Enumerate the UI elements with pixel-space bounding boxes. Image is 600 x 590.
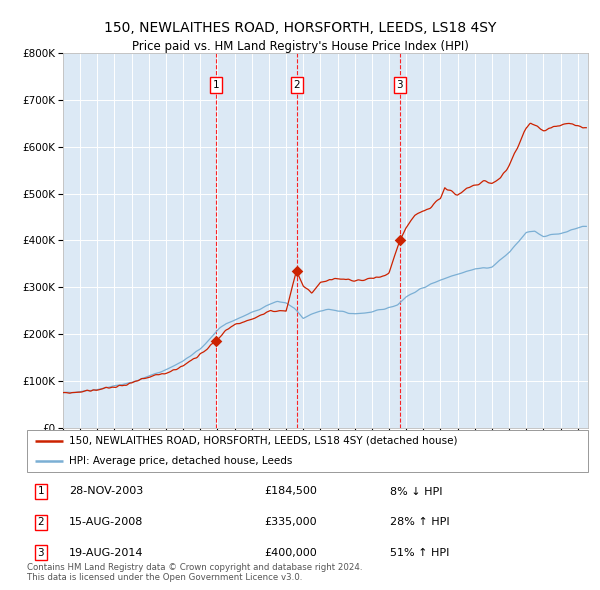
Text: 8% ↓ HPI: 8% ↓ HPI: [390, 487, 443, 496]
Text: 2: 2: [293, 80, 300, 90]
Text: 3: 3: [37, 548, 44, 558]
Text: £335,000: £335,000: [264, 517, 317, 527]
Text: 2: 2: [37, 517, 44, 527]
Text: £400,000: £400,000: [264, 548, 317, 558]
Text: £184,500: £184,500: [264, 487, 317, 496]
Text: 15-AUG-2008: 15-AUG-2008: [69, 517, 143, 527]
Text: 150, NEWLAITHES ROAD, HORSFORTH, LEEDS, LS18 4SY (detached house): 150, NEWLAITHES ROAD, HORSFORTH, LEEDS, …: [69, 436, 458, 446]
Text: 3: 3: [397, 80, 403, 90]
Text: 28% ↑ HPI: 28% ↑ HPI: [390, 517, 449, 527]
Text: 150, NEWLAITHES ROAD, HORSFORTH, LEEDS, LS18 4SY: 150, NEWLAITHES ROAD, HORSFORTH, LEEDS, …: [104, 21, 496, 35]
Point: [395, 235, 404, 245]
Point: [292, 266, 302, 276]
Text: Contains HM Land Registry data © Crown copyright and database right 2024.
This d: Contains HM Land Registry data © Crown c…: [27, 563, 362, 582]
Text: 19-AUG-2014: 19-AUG-2014: [69, 548, 143, 558]
Point: [211, 337, 221, 346]
Text: HPI: Average price, detached house, Leeds: HPI: Average price, detached house, Leed…: [69, 455, 292, 466]
Text: 1: 1: [37, 487, 44, 496]
Text: 51% ↑ HPI: 51% ↑ HPI: [390, 548, 449, 558]
Text: 28-NOV-2003: 28-NOV-2003: [69, 487, 143, 496]
FancyBboxPatch shape: [27, 430, 588, 472]
Text: 1: 1: [212, 80, 219, 90]
Text: Price paid vs. HM Land Registry's House Price Index (HPI): Price paid vs. HM Land Registry's House …: [131, 40, 469, 53]
